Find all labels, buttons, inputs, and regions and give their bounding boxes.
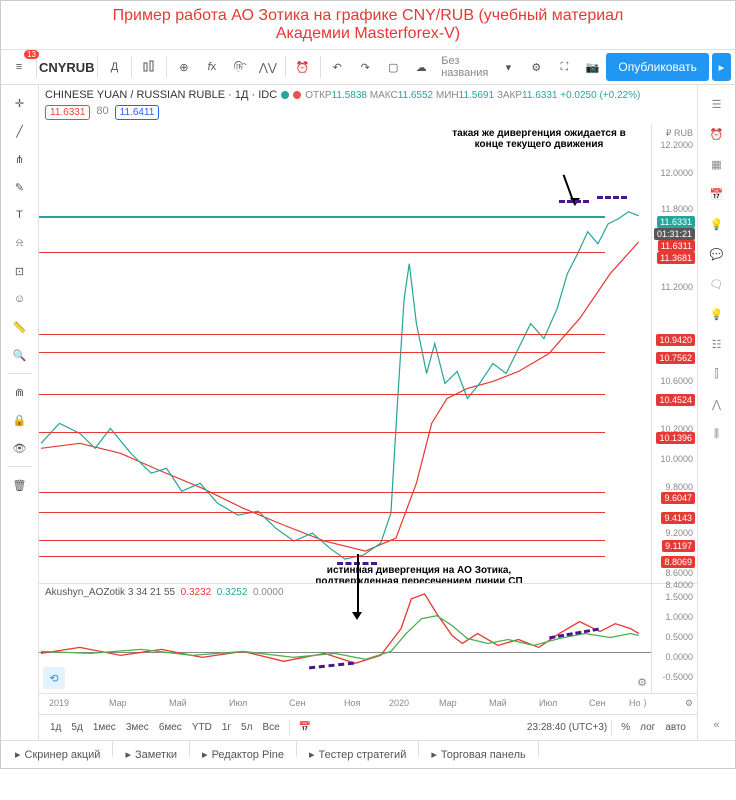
chart-header: CHINESE YUAN / RUSSIAN RUBLE · 1Д · IDC … (39, 85, 697, 105)
cloud-icon: ☁ (407, 53, 435, 81)
fib-tool[interactable]: ⋔ (6, 146, 34, 172)
indicator-axis[interactable]: 1.50001.00000.50000.0000-0.5000 (651, 584, 697, 693)
play-button[interactable]: ▸ (712, 53, 731, 81)
tab-2[interactable]: ▸Редактор Pine (194, 741, 292, 768)
percent-toggle[interactable]: % (616, 722, 635, 733)
range-3мес[interactable]: 3мес (121, 722, 154, 733)
lock-tool[interactable]: 🔒 (6, 407, 34, 433)
chart-plot: такая же дивергенция ожидается в конце т… (39, 124, 651, 583)
hotlist-icon[interactable]: ▦ (703, 151, 731, 177)
emoji-tool[interactable]: ☺ (6, 286, 34, 312)
ideas-icon[interactable]: 💡 (703, 211, 731, 237)
divergence-mark-top-1 (559, 200, 589, 203)
range-1г[interactable]: 1г (217, 722, 236, 733)
hide-tool[interactable]: 👁 (6, 435, 34, 461)
ma-box: 11.6411 (115, 105, 160, 120)
tab-1[interactable]: ▸Заметки (117, 741, 185, 768)
series-dot-teal (281, 91, 289, 99)
fullscreen-icon[interactable]: ⛶ (550, 53, 578, 81)
range-5л[interactable]: 5л (236, 722, 257, 733)
goto-date-button[interactable]: ⟲ (43, 667, 65, 689)
annotation-bottom: истинная дивергенция на АО Зотика, подтв… (309, 565, 529, 583)
pattern-tool[interactable]: ⍾ (6, 230, 34, 256)
crosshair-tool[interactable]: ✛ (6, 90, 34, 116)
tab-0[interactable]: ▸Скринер акций (7, 741, 108, 768)
range-1мес[interactable]: 1мес (88, 722, 121, 733)
chat-icon[interactable]: 💬 (703, 241, 731, 267)
log-toggle[interactable]: лог (635, 722, 660, 733)
price-chart[interactable]: ₽ RUB такая же дивергенция ожидается в к… (39, 124, 697, 584)
ruler-tool[interactable]: 📏 (6, 314, 34, 340)
range-1д[interactable]: 1д (45, 722, 66, 733)
clock: 23:28:40 (UTC+3) (527, 722, 607, 733)
instrument-title: CHINESE YUAN / RUSSIAN RUBLE · 1Д · IDC (45, 89, 277, 101)
indicator-settings-icon[interactable]: ⚙ (637, 676, 647, 689)
page-title: Пример работа АО Зотика на графике CNY/R… (1, 1, 735, 49)
publish-button[interactable]: Опубликовать (606, 53, 708, 81)
arrow-bottom (357, 554, 359, 614)
tab-3[interactable]: ▸Тестер стратегий (301, 741, 414, 768)
stream-icon[interactable]: 💡 (703, 301, 731, 327)
redo-button[interactable]: ↷ (351, 53, 379, 81)
divergence-mark-top-2 (597, 196, 627, 199)
financials-button[interactable]: ௹ (226, 53, 254, 81)
axis-settings-icon[interactable]: ⚙ (685, 698, 693, 709)
ma-period: 80 (96, 105, 108, 120)
goto-calendar[interactable]: 📅 (294, 722, 316, 733)
collapse-icon[interactable]: « (703, 712, 731, 738)
right-toolbar: ☰ ⏰ ▦ 📅 💡 💬 🗨 💡 ☷ ⫿ ⋀ ⫼ « (697, 85, 735, 740)
arrow-bottom-head (352, 612, 362, 620)
interval-button[interactable]: Д (100, 53, 128, 81)
snapshot-button[interactable]: 📷 (578, 53, 606, 81)
range-YTD[interactable]: YTD (187, 722, 217, 733)
symbol-button[interactable]: CNYRUB (40, 53, 94, 81)
layout-name[interactable]: Без названия (435, 55, 494, 79)
annotation-top: такая же дивергенция ожидается в конце т… (439, 128, 639, 150)
auto-toggle[interactable]: авто (660, 722, 691, 733)
bottom-tabs: ▸Скринер акций ▸Заметки ▸Редактор Pine ▸Тес… (1, 740, 735, 768)
forecast-tool[interactable]: ⊡ (6, 258, 34, 284)
indicator-panel[interactable]: Akushyn_AOZotik 3 34 21 55 0.3232 0.3252… (39, 584, 697, 694)
trash-tool[interactable]: 🗑 (6, 472, 34, 498)
alerts-button[interactable]: ≡ 13 (5, 53, 33, 81)
dom-icon[interactable]: ⫿ (703, 361, 731, 387)
order-icon[interactable]: ⋀ (703, 391, 731, 417)
calendar-icon[interactable]: 📅 (703, 181, 731, 207)
object-tree-icon[interactable]: ⫼ (703, 421, 731, 447)
range-6мес[interactable]: 6мес (154, 722, 187, 733)
alert-count-badge: 13 (24, 50, 39, 59)
candles-icon[interactable] (135, 53, 163, 81)
trendline-tool[interactable]: ╱ (6, 118, 34, 144)
watchlist-icon[interactable]: ☰ (703, 91, 731, 117)
layout-button[interactable]: ▢ (379, 53, 407, 81)
templates-button[interactable]: ⋀⋁ (254, 53, 282, 81)
alert-add-button[interactable]: ⏰ (289, 53, 317, 81)
left-toolbar: ✛ ╱ ⋔ ✎ T ⍾ ⊡ ☺ 📏 🔍 ⋒ 🔒 👁 🗑 (1, 85, 39, 740)
range-5д[interactable]: 5д (66, 722, 87, 733)
series-dot-red (293, 91, 301, 99)
settings-icon[interactable]: ⚙ (522, 53, 550, 81)
notes-icon[interactable]: ☷ (703, 331, 731, 357)
range-Все[interactable]: Все (257, 722, 284, 733)
private-chat-icon[interactable]: 🗨 (703, 271, 731, 297)
ohlc-values: ОТКР11.5838 МАКС11.6552 МИН11.5691 ЗАКР1… (305, 90, 640, 101)
zoom-tool[interactable]: 🔍 (6, 342, 34, 368)
brush-tool[interactable]: ✎ (6, 174, 34, 200)
scroll-right-icon[interactable]: ⟩ (643, 698, 647, 709)
magnet-tool[interactable]: ⋒ (6, 379, 34, 405)
bell-icon: ≡ (16, 61, 22, 73)
text-tool[interactable]: T (6, 202, 34, 228)
dropdown-icon[interactable]: ▾ (494, 53, 522, 81)
undo-button[interactable]: ↶ (323, 53, 351, 81)
price-axis[interactable]: 12.200012.000011.800011.200010.800010.60… (651, 124, 697, 583)
compare-button[interactable]: ⊕ (170, 53, 198, 81)
price-box: 11.6331 (45, 105, 90, 120)
alerts-panel-icon[interactable]: ⏰ (703, 121, 731, 147)
tab-4[interactable]: ▸Торговая панель (423, 741, 533, 768)
indicators-button[interactable]: fx (198, 53, 226, 81)
range-bar: 1д5д1мес3мес6месYTD1г5лВсе 📅 23:28:40 (U… (39, 714, 697, 740)
time-axis[interactable]: 2019МарМайИюлСенНоя2020МарМайИюлСенНо ⟩ … (39, 694, 697, 714)
top-toolbar: ≡ 13 CNYRUB Д ⊕ fx ௹ ⋀⋁ ⏰ ↶ ↷ ▢ ☁ Без на… (1, 49, 735, 85)
